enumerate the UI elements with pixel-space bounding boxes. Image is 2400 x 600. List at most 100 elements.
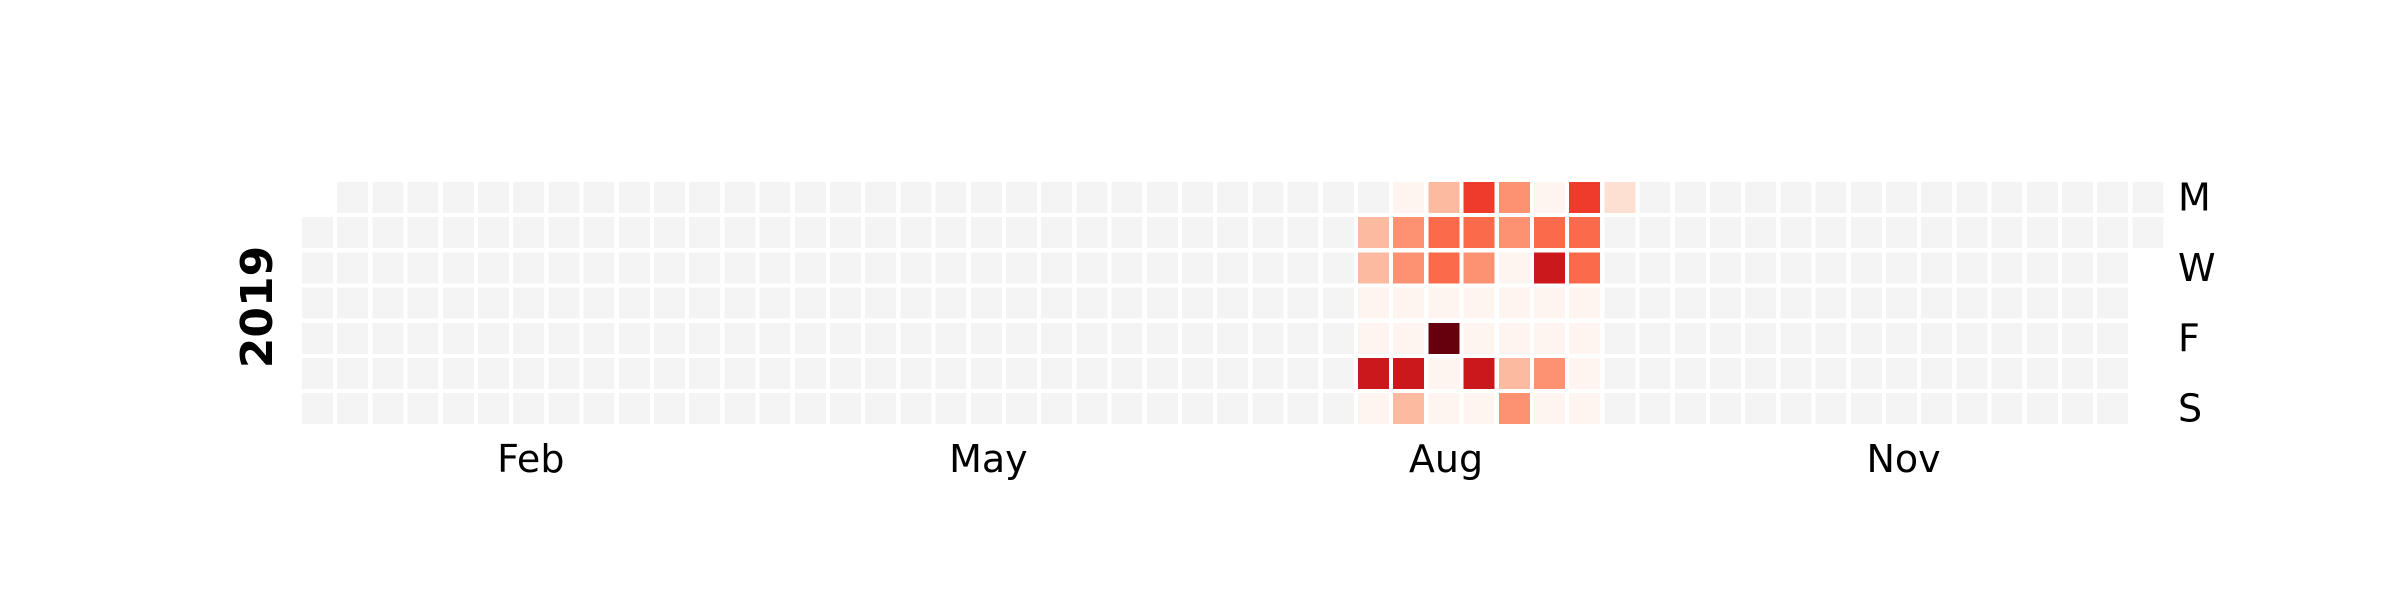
heatmap-cell [2026, 322, 2058, 354]
heatmap-cell [900, 393, 932, 425]
heatmap-cell [1322, 358, 1354, 389]
heatmap-cell [1041, 322, 1073, 354]
heatmap-cell [583, 252, 615, 284]
heatmap-cell [1991, 252, 2023, 284]
heatmap-cell [478, 358, 509, 389]
heatmap-cell [1710, 217, 1741, 249]
heatmap-cell [1639, 252, 1671, 284]
heatmap-cell [1745, 393, 1777, 425]
heatmap-cell [1428, 393, 1460, 425]
heatmap-cell [759, 182, 791, 213]
month-label: Feb [497, 437, 564, 481]
heatmap-cell [1252, 393, 1284, 425]
heatmap-cell [865, 287, 897, 319]
heatmap-cell [583, 182, 615, 213]
heatmap-cell [654, 322, 685, 354]
heatmap-cell [759, 217, 791, 249]
heatmap-cell [1111, 217, 1143, 249]
heatmap-cell [1393, 287, 1425, 319]
heatmap-cell [2026, 252, 2058, 284]
heatmap-cell [1217, 322, 1249, 354]
heatmap-cell [337, 393, 369, 425]
heatmap-cell [1287, 393, 1319, 425]
heatmap-cell [1041, 393, 1073, 425]
heatmap-cell [1428, 322, 1460, 354]
heatmap-cell [1604, 252, 1636, 284]
heatmap-cell [1956, 358, 1988, 389]
heatmap-cell [1076, 393, 1108, 425]
heatmap-cell [372, 252, 404, 284]
heatmap-cell [1604, 393, 1636, 425]
heatmap-cell [302, 252, 333, 284]
heatmap-cell [1041, 358, 1073, 389]
heatmap-cell [1252, 322, 1284, 354]
heatmap-cell [1780, 182, 1812, 213]
heatmap-cell [1498, 393, 1530, 425]
year-label: 2019 [232, 246, 283, 368]
heatmap-cell [1358, 358, 1389, 389]
heatmap-cell [302, 217, 333, 249]
heatmap-cell [1745, 252, 1777, 284]
heatmap-cell [548, 217, 580, 249]
heatmap-cell [372, 358, 404, 389]
heatmap-cell [1146, 322, 1178, 354]
heatmap-cell [1498, 358, 1530, 389]
heatmap-cell [1252, 217, 1284, 249]
heatmap-cell [548, 252, 580, 284]
heatmap-cell [618, 217, 650, 249]
heatmap-cell [337, 358, 369, 389]
heatmap-cell [2097, 182, 2129, 213]
heatmap-cell [1182, 182, 1213, 213]
heatmap-cell [1991, 393, 2023, 425]
heatmap-cell [583, 393, 615, 425]
heatmap-cell [337, 182, 369, 213]
heatmap-cell [794, 322, 826, 354]
heatmap-cell [1604, 182, 1636, 213]
heatmap-cell [1076, 322, 1108, 354]
heatmap-cell [1076, 287, 1108, 319]
heatmap-cell [1498, 217, 1530, 249]
heatmap-cell [1956, 322, 1988, 354]
heatmap-cell [1745, 358, 1777, 389]
heatmap-cell [1428, 252, 1460, 284]
heatmap-cell [1956, 393, 1988, 425]
heatmap-cell [1111, 252, 1143, 284]
heatmap-cell [478, 252, 509, 284]
heatmap-cell [1287, 322, 1319, 354]
heatmap-cell [1745, 182, 1777, 213]
heatmap-cell [1745, 322, 1777, 354]
heatmap-cell [1921, 217, 1953, 249]
heatmap-cell [1463, 217, 1495, 249]
heatmap-cell [900, 217, 932, 249]
heatmap-cell [865, 182, 897, 213]
heatmap-cell [794, 217, 826, 249]
heatmap-cell [970, 287, 1002, 319]
heatmap-cell [1991, 358, 2023, 389]
heatmap-cell [1710, 287, 1741, 319]
weekday-label: W [2178, 246, 2216, 290]
heatmap-cell [654, 182, 685, 213]
heatmap-cell [689, 217, 721, 249]
heatmap-cell [794, 393, 826, 425]
heatmap-cell [1569, 358, 1601, 389]
heatmap-cell [372, 217, 404, 249]
heatmap-cell [407, 287, 439, 319]
heatmap-cell [1006, 393, 1037, 425]
heatmap-cell [724, 217, 756, 249]
heatmap-cell [1076, 217, 1108, 249]
heatmap-cell [1991, 322, 2023, 354]
heatmap-cells [302, 182, 2164, 425]
heatmap-cell [1358, 217, 1389, 249]
heatmap-cell [1569, 217, 1601, 249]
heatmap-cell [2026, 182, 2058, 213]
heatmap-cell [407, 217, 439, 249]
month-label: Aug [1409, 437, 1483, 481]
heatmap-cell [2062, 393, 2093, 425]
heatmap-cell [1217, 393, 1249, 425]
heatmap-cell [478, 287, 509, 319]
heatmap-cell [1815, 252, 1847, 284]
heatmap-cell [794, 358, 826, 389]
heatmap-cell [1393, 252, 1425, 284]
heatmap-cell [1322, 252, 1354, 284]
heatmap-cell [724, 322, 756, 354]
